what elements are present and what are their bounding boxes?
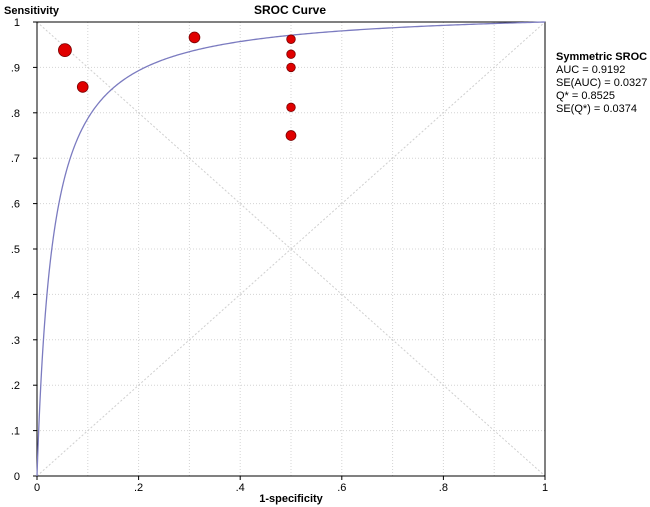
y-tick-label: .6 (11, 199, 20, 211)
x-tick-label: .4 (236, 482, 245, 494)
y-tick-label: .7 (11, 153, 20, 165)
x-tick-label: 0 (34, 482, 40, 494)
stats-legend: Symmetric SROC AUC = 0.9192 SE(AUC) = 0.… (556, 51, 647, 115)
study-point (285, 130, 297, 141)
y-tick-label: .5 (11, 244, 20, 256)
y-axis-label: Sensitivity (4, 5, 60, 17)
q-star-diagonal (36, 21, 546, 477)
y-tick-label: 0 (14, 471, 20, 483)
y-tick-label: 1 (14, 17, 20, 29)
x-tick-label: .2 (134, 482, 143, 494)
x-tick-label: 1 (542, 482, 548, 494)
y-tick-label: .8 (11, 108, 20, 120)
x-tick-label: .8 (439, 482, 448, 494)
study-points (58, 31, 297, 141)
y-tick-label: .1 (11, 426, 20, 438)
study-point (286, 49, 296, 59)
study-point (58, 43, 72, 58)
x-axis-ticks: 0 .2 .4 .6 .8 1 (34, 476, 548, 494)
legend-auc: AUC = 0.9192 (556, 64, 625, 76)
x-tick-label: .6 (337, 482, 346, 494)
sroc-curve (36, 21, 546, 476)
chart-title: SROC Curve (254, 3, 326, 17)
legend-se-q-star: SE(Q*) = 0.0374 (556, 103, 637, 115)
legend-se-auc: SE(AUC) = 0.0327 (556, 77, 647, 89)
x-axis-label: 1-specificity (259, 493, 323, 505)
legend-q-star: Q* = 0.8525 (556, 90, 615, 102)
legend-title: Symmetric SROC (556, 51, 647, 63)
study-point (286, 102, 296, 113)
grid-lines (37, 22, 545, 476)
study-point (286, 34, 296, 44)
y-tick-label: .9 (11, 62, 20, 74)
study-point (188, 31, 201, 44)
study-point (286, 62, 296, 73)
y-tick-label: .4 (11, 289, 20, 301)
reference-diagonals (36, 21, 546, 477)
study-point (76, 81, 89, 93)
y-axis-ticks: 0 .1 .2 .3 .4 .5 .6 .7 .8 .9 1 (11, 17, 37, 483)
y-tick-label: .2 (11, 380, 20, 392)
y-tick-label: .3 (11, 335, 20, 347)
